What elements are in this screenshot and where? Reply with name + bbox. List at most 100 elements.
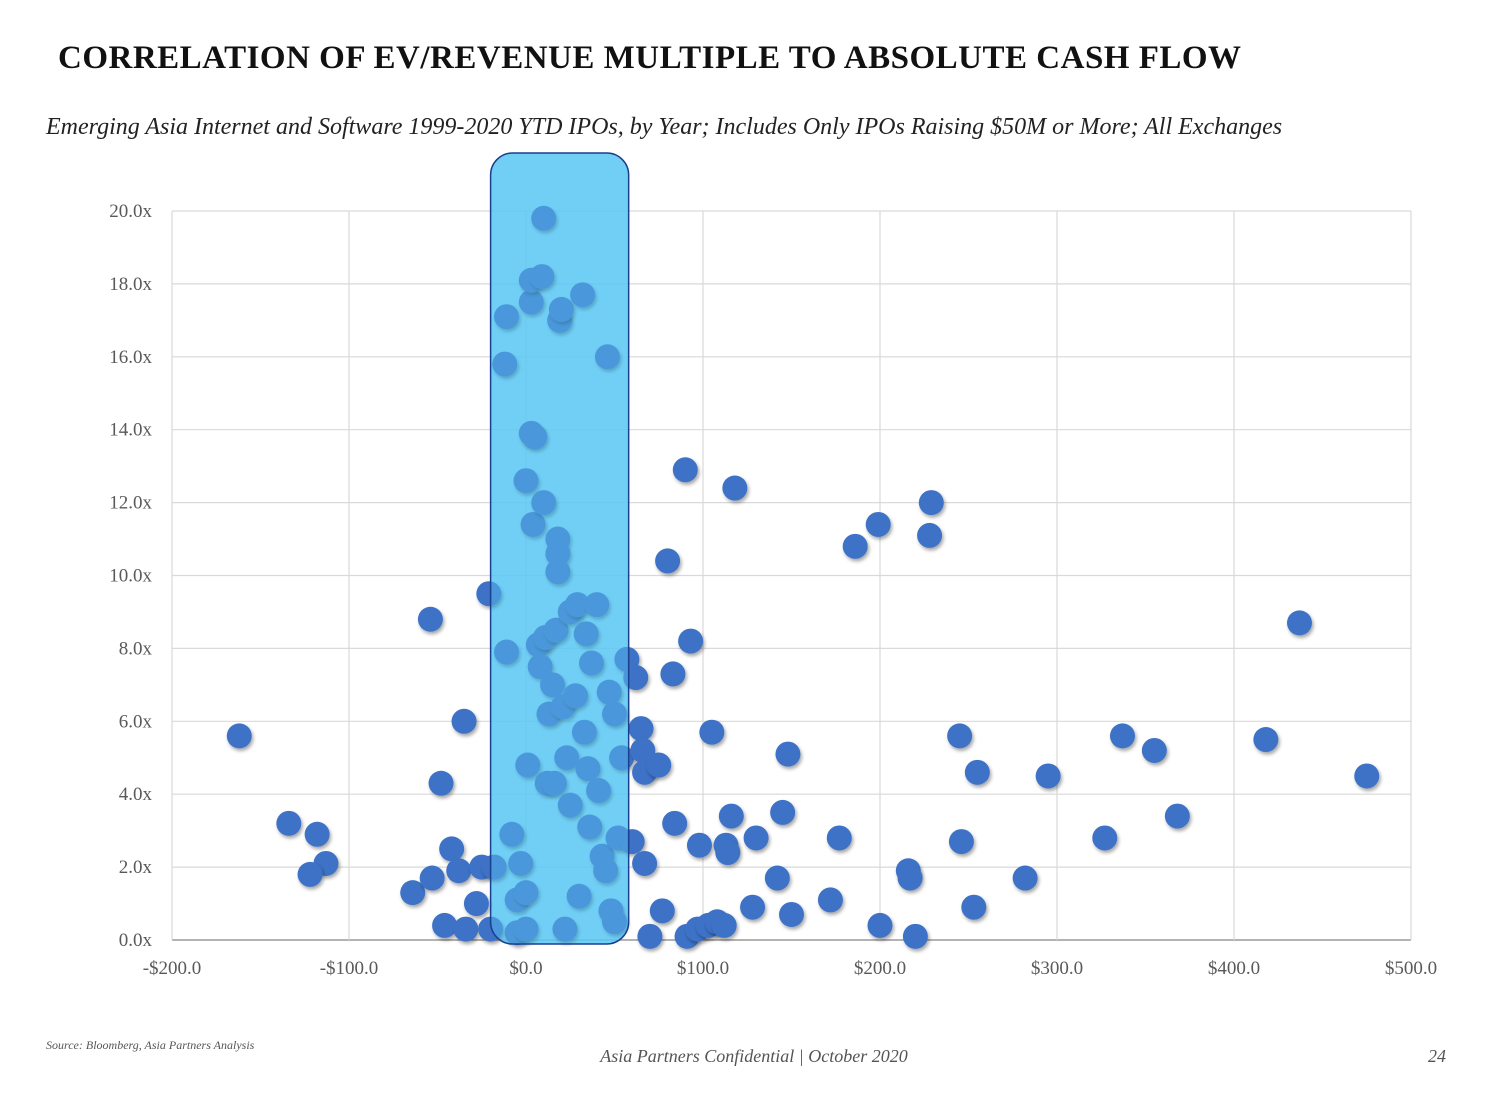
data-point (842, 533, 868, 559)
data-point (686, 832, 712, 858)
data-point (1012, 865, 1038, 891)
data-point (513, 916, 539, 942)
data-point (628, 716, 654, 742)
data-point (586, 778, 612, 804)
data-point (492, 351, 518, 377)
data-point (902, 923, 928, 949)
data-point (428, 770, 454, 796)
x-tick-label: -$200.0 (143, 958, 202, 979)
data-point (478, 916, 504, 942)
data-point (764, 865, 790, 891)
y-tick-label: 12.0x (109, 493, 152, 514)
data-point (453, 916, 479, 942)
data-point (541, 770, 567, 796)
data-point (594, 344, 620, 370)
data-point (1109, 723, 1135, 749)
data-point (226, 723, 252, 749)
x-tick-label: $500.0 (1385, 958, 1437, 979)
confidential-footer: Asia Partners Confidential | October 202… (600, 1046, 908, 1066)
data-point (662, 810, 688, 836)
data-point (481, 854, 507, 880)
data-point (494, 304, 520, 330)
data-point (623, 665, 649, 691)
x-tick-label: $0.0 (509, 958, 542, 979)
data-point (1092, 825, 1118, 851)
data-point (897, 865, 923, 891)
data-point (596, 679, 622, 705)
data-point (566, 883, 592, 909)
scatter-chart: 0.0x 2.0x 4.0x 6.0x 8.0x 10.0x 12.0x 14.0x 16.0x… (109, 152, 1437, 979)
data-point (1354, 763, 1380, 789)
data-point (917, 522, 943, 548)
data-point (476, 581, 502, 607)
page-title: CORRELATION OF EV/REVENUE MULTIPLE TO AB… (58, 40, 1242, 76)
data-point (494, 639, 520, 665)
data-point (632, 850, 658, 876)
data-point (655, 548, 681, 574)
data-point (743, 825, 769, 851)
x-tick-label: $100.0 (677, 958, 729, 979)
data-point (513, 880, 539, 906)
data-point (718, 803, 744, 829)
y-tick-label: 4.0x (119, 784, 153, 805)
axes: 0.0x 2.0x 4.0x 6.0x 8.0x 10.0x 12.0x 14.0x 16.0x… (109, 201, 1437, 979)
y-tick-label: 18.0x (109, 274, 152, 295)
data-point (518, 289, 544, 315)
data-point (770, 799, 796, 825)
page-number: 24 (1428, 1046, 1446, 1066)
data-point (513, 468, 539, 494)
data-point (520, 511, 546, 537)
data-point (602, 701, 627, 727)
data-point (304, 821, 330, 847)
data-point (602, 909, 627, 935)
data-point (400, 880, 426, 906)
data-point (1141, 737, 1167, 763)
data-point (918, 490, 944, 516)
data-point (578, 650, 604, 676)
source-note: Source: Bloomberg, Asia Partners Analysi… (46, 1038, 255, 1052)
y-tick-label: 16.0x (109, 347, 152, 368)
data-point (775, 741, 801, 767)
page-subtitle: Emerging Asia Internet and Software 1999… (46, 114, 1283, 140)
data-point (740, 894, 766, 920)
data-point (1035, 763, 1061, 789)
data-point (609, 745, 635, 771)
data-point (817, 887, 843, 913)
x-tick-label: $200.0 (854, 958, 906, 979)
data-point (522, 424, 548, 450)
data-point (619, 829, 645, 855)
data-point (540, 672, 566, 698)
x-tick-label: $400.0 (1208, 958, 1260, 979)
data-point (1164, 803, 1190, 829)
data-point (419, 865, 445, 891)
data-point (867, 912, 893, 938)
data-point (499, 821, 525, 847)
highlight-overlay (489, 152, 630, 945)
data-point (548, 296, 574, 322)
data-point (531, 490, 557, 516)
data-point (947, 723, 973, 749)
data-point (446, 858, 472, 884)
data-point (630, 737, 656, 763)
data-point (508, 850, 534, 876)
data-point (554, 745, 580, 771)
data-point (1253, 727, 1279, 753)
y-tick-label: 0.0x (119, 930, 153, 951)
data-point (276, 810, 302, 836)
data-point (515, 752, 541, 778)
data-point (660, 661, 686, 687)
y-tick-label: 8.0x (119, 638, 153, 659)
y-tick-label: 2.0x (119, 857, 153, 878)
y-tick-label: 6.0x (119, 711, 153, 732)
data-point (439, 836, 465, 862)
data-point (722, 475, 748, 501)
data-point (1286, 610, 1312, 636)
data-point (699, 719, 725, 745)
data-point (451, 708, 477, 734)
data-point (573, 621, 599, 647)
data-point (964, 759, 990, 785)
y-tick-label: 14.0x (109, 420, 152, 441)
data-point (865, 511, 891, 537)
data-point (779, 901, 804, 927)
data-point (545, 559, 571, 585)
